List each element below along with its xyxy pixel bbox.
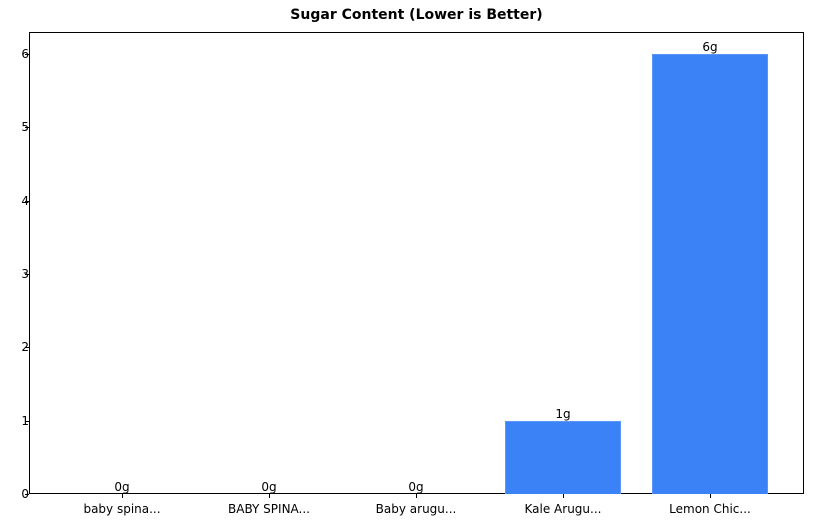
x-tick [269, 494, 270, 498]
y-tick [25, 54, 29, 55]
bar-value-label: 0g [114, 480, 130, 494]
x-tick-label: Lemon Chic... [669, 502, 751, 516]
bar-value-label: 0g [261, 480, 277, 494]
y-tick-label: 0 [21, 487, 29, 501]
y-tick-label: 1 [21, 413, 29, 428]
bar [652, 54, 768, 494]
bar [505, 420, 621, 494]
y-tick [25, 200, 29, 202]
x-tick-label: BABY SPINA... [228, 502, 310, 516]
y-tick [25, 420, 29, 422]
y-tick [25, 494, 29, 495]
bar-value-label: 6g [702, 40, 718, 54]
y-tick-label: 4 [21, 193, 29, 208]
chart-title: Sugar Content (Lower is Better) [290, 7, 543, 23]
x-tick [563, 494, 564, 498]
bar-value-label: 0g [408, 480, 424, 494]
axes-frame [29, 32, 804, 494]
y-tick [25, 347, 29, 349]
x-tick-label: Kale Arugu... [524, 502, 602, 516]
y-tick-label: 3 [21, 267, 29, 281]
y-tick-label: 5 [21, 120, 29, 135]
x-tick [416, 494, 417, 498]
x-tick [710, 494, 711, 498]
x-tick-label: Baby arugu... [375, 502, 457, 516]
y-tick [25, 274, 29, 275]
bar-value-label: 1g [555, 406, 571, 421]
y-tick-label: 6 [21, 47, 29, 61]
x-tick-label: baby spina... [83, 502, 161, 516]
y-tick [25, 127, 29, 129]
y-tick-label: 2 [21, 340, 29, 355]
x-tick [122, 494, 123, 498]
